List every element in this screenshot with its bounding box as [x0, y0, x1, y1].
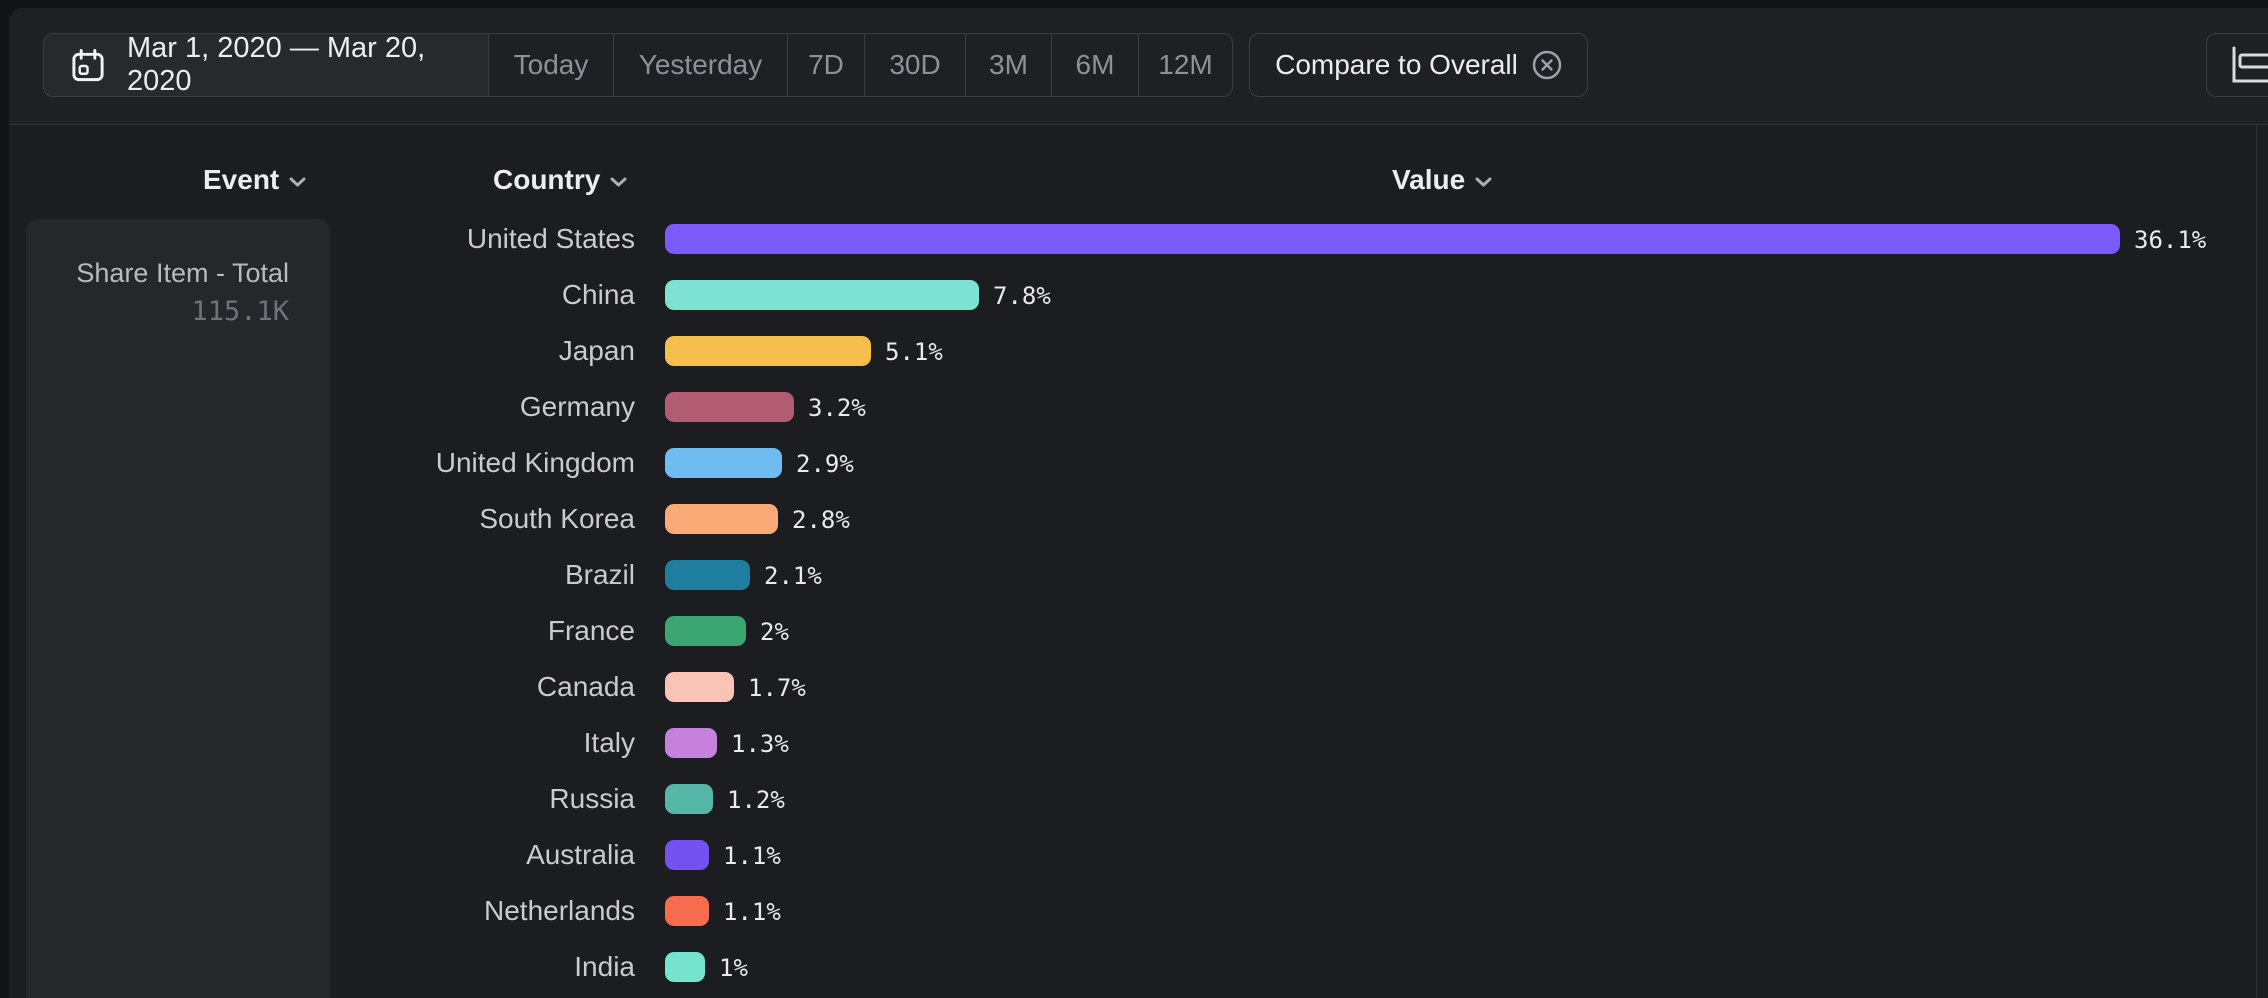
country-label: Italy — [583, 727, 635, 758]
value-label: 1% — [719, 954, 748, 982]
preset-yesterday-button[interactable]: Yesterday — [613, 34, 787, 96]
chart-row: United States 36.1% — [0, 224, 2268, 254]
value-label: 1.1% — [723, 842, 781, 870]
chart-row: India 1% — [0, 952, 2268, 982]
chevron-down-icon — [289, 177, 306, 187]
country-label: Japan — [558, 335, 635, 366]
value-bar[interactable] — [665, 560, 750, 590]
country-label: China — [561, 279, 635, 310]
event-column-header[interactable]: Event — [203, 164, 306, 195]
panel-divider — [2256, 125, 2257, 998]
country-label: Brazil — [564, 559, 635, 590]
date-range-label: Mar 1, 2020 — Mar 20, 2020 — [127, 33, 426, 97]
country-label: Russia — [549, 783, 635, 814]
preset-30d-button[interactable]: 30D — [864, 34, 965, 96]
value-bar[interactable] — [665, 896, 709, 926]
value-label: 1.3% — [731, 730, 789, 758]
toolbar-divider — [9, 124, 2268, 125]
value-bar[interactable] — [665, 952, 705, 982]
chart-row: France 2% — [0, 616, 2268, 646]
chevron-down-icon — [1475, 177, 1492, 187]
value-label: 7.8% — [993, 282, 1051, 310]
country-label: Netherlands — [484, 895, 635, 926]
value-bar[interactable] — [665, 840, 709, 870]
calendar-icon — [72, 48, 104, 81]
country-label: India — [574, 951, 635, 982]
date-range-group: Mar 1, 2020 — Mar 20, 2020 Today Yesterda… — [43, 33, 1233, 97]
chart-row: Australia 1.1% — [0, 840, 2268, 870]
value-label: 5.1% — [885, 338, 943, 366]
country-label: France — [547, 615, 635, 646]
country-label: Germany — [519, 391, 635, 422]
value-bar[interactable] — [665, 672, 734, 702]
preset-7d-button[interactable]: 7D — [787, 34, 864, 96]
value-label: 3.2% — [808, 394, 866, 422]
bar-chart-icon — [2232, 46, 2268, 83]
value-bar[interactable] — [665, 280, 979, 310]
value-label: 1.1% — [723, 898, 781, 926]
value-column-label: Value — [1392, 164, 1466, 195]
preset-6m-button[interactable]: 6M — [1051, 34, 1138, 96]
chart-row: Italy 1.3% — [0, 728, 2268, 758]
preset-today-button[interactable]: Today — [488, 34, 613, 96]
chart-row: Germany 3.2% — [0, 392, 2268, 422]
country-label: Canada — [536, 671, 635, 702]
chart-row: Brazil 2.1% — [0, 560, 2268, 590]
country-label: Australia — [526, 839, 635, 870]
value-label: 36.1% — [2134, 226, 2207, 254]
value-label: 1.2% — [727, 786, 785, 814]
value-column-header[interactable]: Value — [1392, 164, 1492, 195]
country-column-label: Country — [493, 164, 601, 195]
country-label: United Kingdom — [435, 447, 635, 478]
value-label: 1.7% — [748, 674, 806, 702]
value-label: 2.8% — [792, 506, 850, 534]
circle-x-icon[interactable] — [1532, 50, 1562, 80]
event-total: 115.1K — [191, 296, 289, 327]
event-column-label: Event — [203, 164, 280, 195]
chart-type-button[interactable] — [2206, 33, 2268, 97]
value-bar[interactable] — [665, 448, 782, 478]
value-bar[interactable] — [665, 336, 871, 366]
preset-12m-button[interactable]: 12M — [1138, 34, 1232, 96]
date-range-button[interactable]: Mar 1, 2020 — Mar 20, 2020 — [44, 34, 488, 96]
value-label: 2.1% — [764, 562, 822, 590]
value-bar[interactable] — [665, 728, 717, 758]
compare-to-overall-button[interactable]: Compare to Overall — [1249, 33, 1588, 97]
date-presets: Today Yesterday 7D 30D 3M 6M 12M — [488, 34, 1232, 96]
event-card[interactable]: Share Item - Total 115.1K — [26, 219, 330, 998]
event-name: Share Item - Total — [76, 258, 289, 288]
value-label: 2.9% — [796, 450, 854, 478]
chart-row: Canada 1.7% — [0, 672, 2268, 702]
country-label: South Korea — [479, 503, 635, 534]
preset-3m-button[interactable]: 3M — [965, 34, 1051, 96]
value-bar[interactable] — [665, 392, 794, 422]
value-bar[interactable] — [665, 616, 746, 646]
chart-row: China 7.8% — [0, 280, 2268, 310]
chevron-down-icon — [610, 177, 627, 187]
country-column-header[interactable]: Country — [493, 164, 627, 195]
value-label: 2% — [760, 618, 789, 646]
chart-row: Netherlands 1.1% — [0, 896, 2268, 926]
chart-row: South Korea 2.8% — [0, 504, 2268, 534]
chart-row: Russia 1.2% — [0, 784, 2268, 814]
value-bar[interactable] — [665, 224, 2120, 254]
chart-row: Japan 5.1% — [0, 336, 2268, 366]
chart-area — [9, 125, 2268, 998]
chart-row: United Kingdom 2.9% — [0, 448, 2268, 478]
compare-to-overall-label: Compare to Overall — [1275, 49, 1518, 80]
country-label: United States — [466, 223, 635, 254]
value-bar[interactable] — [665, 504, 778, 534]
value-bar[interactable] — [665, 784, 713, 814]
